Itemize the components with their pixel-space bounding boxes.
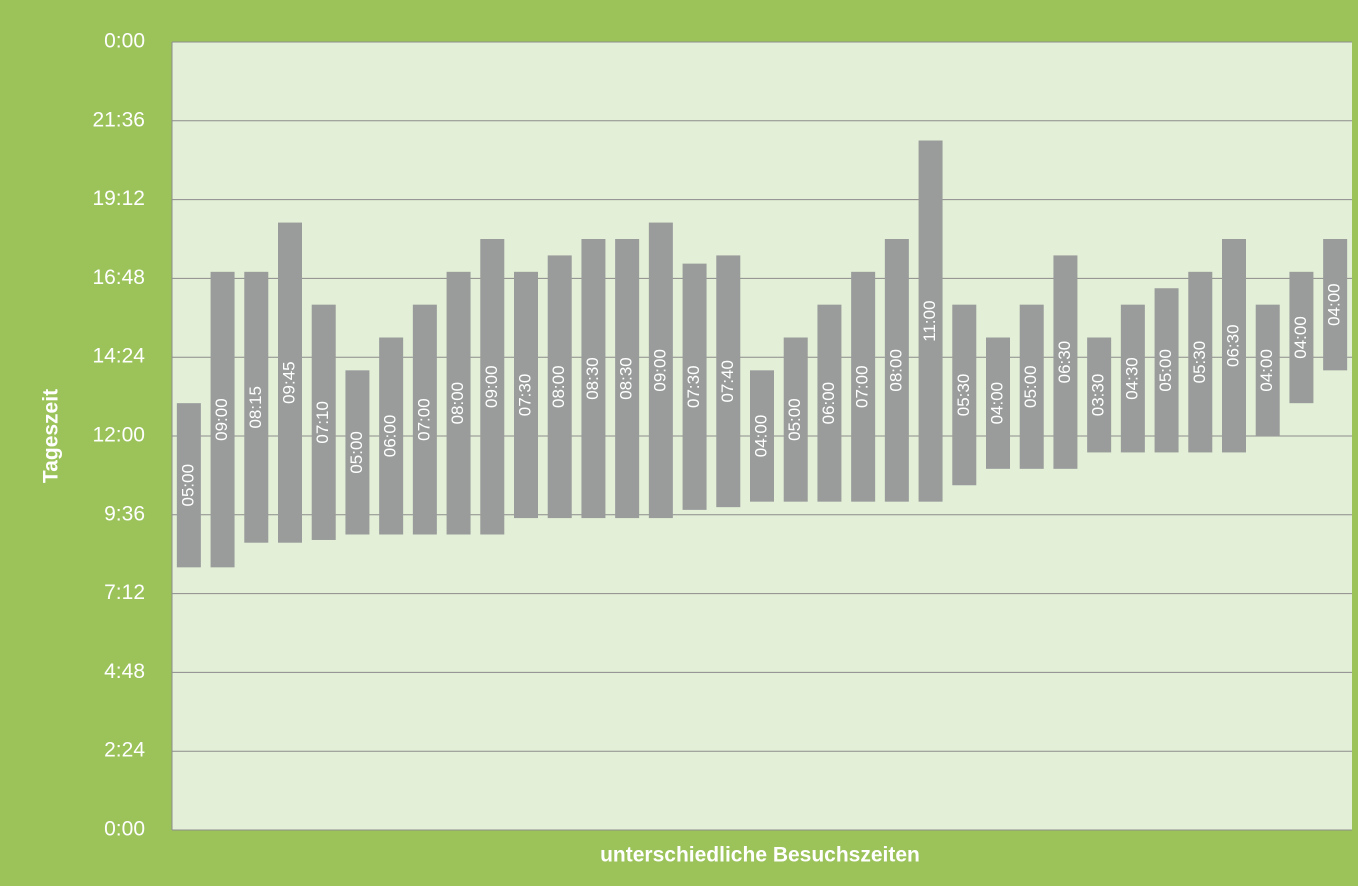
bar [1255, 304, 1280, 436]
data-label: 05:30 [954, 374, 973, 417]
data-label: 08:30 [583, 357, 602, 400]
data-label: 09:00 [482, 365, 501, 408]
y-tick-label: 9:36 [104, 502, 145, 525]
data-label: 09:45 [279, 361, 298, 404]
bar [1053, 255, 1078, 469]
data-label: 05:00 [1021, 365, 1040, 408]
bar [176, 403, 201, 568]
bar [783, 337, 808, 502]
bar [311, 304, 336, 540]
data-label: 09:00 [212, 398, 231, 441]
bar [446, 271, 471, 535]
bar [851, 271, 876, 502]
data-label: 08:00 [549, 365, 568, 408]
bar [581, 239, 606, 519]
data-label: 04:00 [1325, 283, 1344, 326]
bar [716, 255, 741, 508]
y-tick-label: 0:00 [104, 818, 145, 841]
y-tick-label: 12:00 [92, 424, 145, 447]
data-label: 03:30 [1089, 374, 1108, 417]
data-label: 08:00 [448, 382, 467, 425]
data-label: 06:00 [819, 382, 838, 425]
y-axis-title: Tageszeit [40, 389, 63, 483]
data-label: 05:30 [1190, 341, 1209, 384]
bar [514, 271, 538, 519]
data-label: 07:40 [718, 360, 737, 403]
bar [615, 239, 640, 519]
bar [682, 263, 707, 510]
data-label: 08:15 [246, 386, 265, 429]
bar [750, 370, 774, 502]
bar [1188, 271, 1213, 453]
data-label: 06:30 [1223, 324, 1242, 367]
bar [952, 304, 977, 486]
bar [648, 222, 673, 519]
x-axis-title: unterschiedliche Besuchszeiten [600, 844, 920, 867]
data-label: 04:00 [1257, 349, 1276, 392]
y-tick-label: 21:36 [92, 108, 145, 131]
data-label: 06:30 [1055, 341, 1074, 384]
y-tick-label: 4:48 [104, 660, 145, 683]
data-label: 04:00 [751, 415, 770, 458]
data-label: 07:00 [853, 365, 872, 408]
data-label: 05:00 [785, 398, 804, 441]
y-tick-label: 2:24 [104, 739, 145, 762]
data-label: 05:00 [178, 464, 197, 507]
bar [1323, 239, 1348, 371]
y-tick-label: 19:12 [92, 187, 145, 210]
bar [1222, 239, 1246, 453]
data-label: 08:00 [886, 349, 905, 392]
data-label: 06:00 [381, 415, 400, 458]
data-label: 05:00 [347, 431, 366, 474]
bar [1289, 271, 1314, 404]
y-tick-label: 16:48 [92, 266, 145, 289]
bar [278, 222, 302, 543]
data-label: 05:00 [1156, 349, 1175, 392]
bar [817, 304, 842, 502]
bar [547, 255, 572, 519]
bar [1019, 304, 1044, 469]
bar [1154, 288, 1179, 453]
data-label: 08:30 [617, 357, 636, 400]
data-label: 09:00 [650, 349, 669, 392]
bar [210, 271, 235, 568]
bar [412, 304, 437, 535]
data-label: 07:30 [684, 365, 703, 408]
bar [379, 337, 404, 535]
data-label: 11:00 [920, 300, 939, 341]
y-tick-label: 7:12 [104, 581, 145, 604]
bar [986, 337, 1010, 469]
bar [1120, 304, 1145, 453]
bar [1087, 337, 1112, 453]
data-label: 04:00 [987, 382, 1006, 425]
bar [918, 140, 943, 502]
bar [480, 239, 505, 535]
data-label: 07:10 [313, 401, 332, 444]
data-label: 07:00 [414, 398, 433, 441]
bar [884, 239, 909, 502]
data-label: 04:00 [1291, 316, 1310, 359]
bar [345, 370, 370, 535]
y-tick-label: 14:24 [92, 345, 145, 368]
data-label: 04:30 [1122, 357, 1141, 400]
data-label: 07:30 [515, 374, 534, 417]
bar [244, 271, 269, 543]
y-tick-label: 0:00 [104, 30, 145, 53]
